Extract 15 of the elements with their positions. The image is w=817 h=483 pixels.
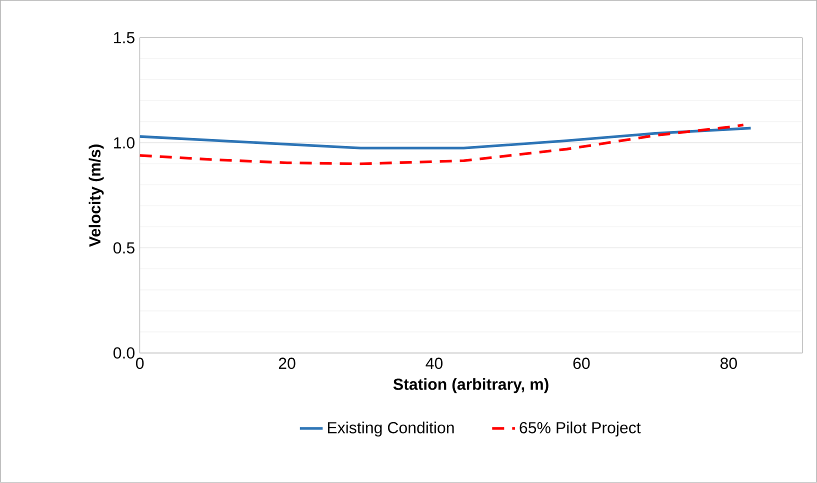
y-axis-title: Velocity (m/s)	[88, 144, 104, 247]
x-tick-label: 80	[720, 358, 737, 370]
legend-label: Existing Condition	[328, 422, 454, 437]
x-tick-label: 60	[573, 358, 590, 370]
x-tick-label: 40	[426, 358, 443, 370]
y-tick-label: 1.5	[114, 32, 134, 44]
x-tick-label: 20	[278, 358, 296, 370]
line-series	[138, 124, 745, 166]
x-axis-title: Station (arbitrary, m)	[393, 378, 548, 394]
x-tick-label: 0	[136, 358, 144, 370]
legend-label: 65% Pilot Project	[520, 422, 641, 437]
y-tick-label: 0.5	[113, 242, 134, 254]
y-tick-label: 1.0	[114, 137, 134, 149]
line-series	[138, 126, 752, 150]
y-tick-label: 0.0	[113, 347, 134, 359]
